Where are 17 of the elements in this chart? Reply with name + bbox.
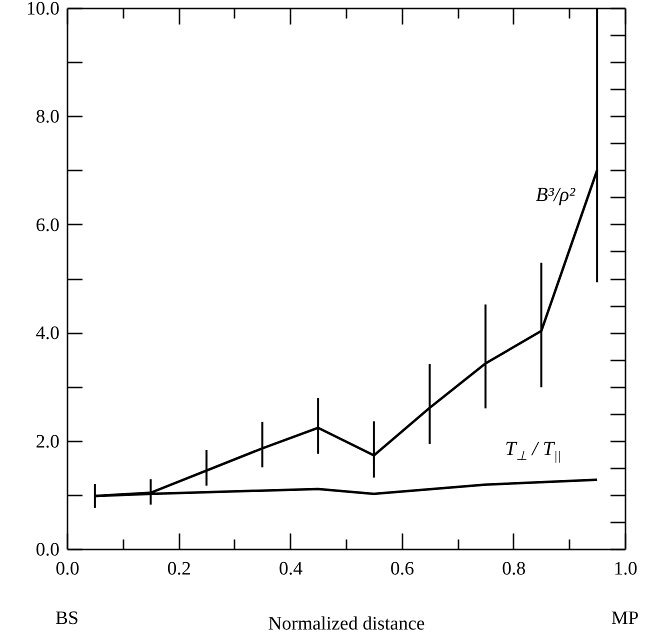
text: BS: [55, 608, 79, 629]
y-tick-label: 0.0: [36, 540, 60, 560]
text: MP: [611, 608, 639, 629]
x-tick-label: 0.4: [278, 558, 304, 580]
x-axis-title: Normalized distance: [268, 614, 425, 634]
legend-label: B³/ρ²: [536, 184, 576, 207]
x-tick-label: 0.0: [56, 558, 80, 580]
x-tick-label: 0.6: [390, 558, 414, 580]
y-tick-label: 4.0: [36, 323, 60, 344]
x-tick-label: 0.8: [502, 558, 526, 580]
series-label: T$_{⊥}$ / T$_{||}$: [505, 438, 561, 464]
y-tick-label: 6.0: [36, 214, 60, 236]
y-tick-label: 8.0: [36, 106, 60, 128]
y-tick-label: 2.0: [36, 431, 60, 452]
x-tick-label: 1.0: [614, 558, 638, 580]
x-tick-label: 0.2: [167, 558, 191, 580]
y-tick-label: 10.0: [26, 0, 60, 20]
